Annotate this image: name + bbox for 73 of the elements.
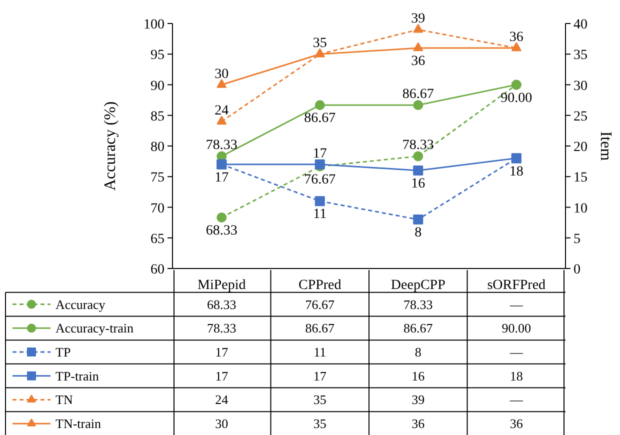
y2-tick-label: 10 (574, 201, 588, 216)
data-label: — (508, 296, 524, 312)
y2-axis-title: Item (597, 131, 614, 162)
legend-label: TN-train (56, 416, 102, 432)
data-label: 76.67 (305, 296, 335, 312)
legend-label: TP-train (56, 368, 100, 384)
y-tick-label: 85 (150, 109, 164, 124)
y-tick-label: 70 (150, 201, 164, 216)
x-tick-label: CPPred (298, 278, 342, 294)
y2-tick-label: 5 (574, 232, 580, 247)
text: 86.67 (304, 111, 336, 126)
x-tick-label: sORFPred (487, 278, 546, 294)
y2-tick-label: 35 (574, 48, 588, 64)
data-label: 86.67 (305, 320, 335, 336)
text: 18 (509, 164, 524, 180)
data-label: 11 (314, 344, 326, 360)
data-label: 35 (313, 392, 326, 408)
text: 30 (214, 66, 229, 82)
y-tick-label: 65 (150, 232, 164, 247)
data-label: 36 (412, 416, 426, 432)
y2-tick-label: 25 (574, 109, 588, 124)
data-label: 36 (510, 416, 524, 432)
legend-label: TP (56, 344, 71, 360)
data-label: 17 (313, 368, 327, 384)
x-tick-label: DeepCPP (390, 278, 446, 294)
data-label: 30 (215, 416, 228, 432)
data-label: 68.33 (207, 296, 236, 312)
y-tick-label: 100 (144, 18, 164, 32)
text: 78.33 (206, 138, 238, 154)
text: 36 (411, 54, 426, 69)
data-label: 18 (510, 368, 523, 384)
data-label: 78.33 (207, 320, 236, 336)
text: 78.33 (402, 138, 434, 154)
y-tick-label: 95 (150, 48, 164, 64)
data-label: — (508, 344, 524, 360)
data-label: 90.00 (502, 320, 531, 336)
text: 39 (411, 12, 426, 27)
y2-tick-label: 40 (574, 18, 588, 32)
text: 11 (313, 207, 327, 222)
y-tick-label: 75 (150, 170, 164, 186)
data-label: 35 (313, 416, 326, 432)
data-label: 16 (412, 368, 426, 384)
legend-label: Accuracy-train (56, 320, 134, 336)
text: 8 (414, 226, 422, 240)
legend-label: TN (56, 392, 74, 408)
y2-tick-label: 15 (574, 170, 588, 186)
text: 16 (411, 176, 426, 192)
data-label: 39 (412, 392, 425, 408)
text: 35 (312, 36, 327, 52)
legend-label: Accuracy (56, 296, 106, 312)
text: 17 (214, 170, 229, 186)
data-label: 8 (414, 344, 422, 360)
data-label: 17 (215, 344, 229, 360)
y-tick-label: 90 (150, 78, 164, 94)
y-axis-title: Accuracy (%) (102, 101, 119, 191)
text: 24 (214, 104, 229, 118)
text: 90.00 (500, 90, 532, 106)
y-tick-label: 80 (150, 140, 164, 155)
text: 68.33 (206, 223, 238, 238)
text: 86.67 (402, 87, 434, 102)
text: 36 (509, 30, 524, 45)
y2-tick-label: 30 (574, 78, 588, 94)
data-label: — (508, 392, 524, 408)
data-label: 17 (215, 368, 229, 384)
x-tick-label: MiPepid (198, 278, 246, 294)
y2-tick-label: 0 (574, 262, 580, 278)
text: 17 (312, 146, 327, 162)
y-tick-label: 60 (150, 262, 164, 278)
data-label: 78.33 (404, 296, 433, 312)
data-label: 86.67 (404, 320, 434, 336)
data-label: 24 (215, 392, 229, 408)
y2-tick-label: 20 (574, 140, 588, 155)
text: 76.67 (304, 172, 336, 188)
